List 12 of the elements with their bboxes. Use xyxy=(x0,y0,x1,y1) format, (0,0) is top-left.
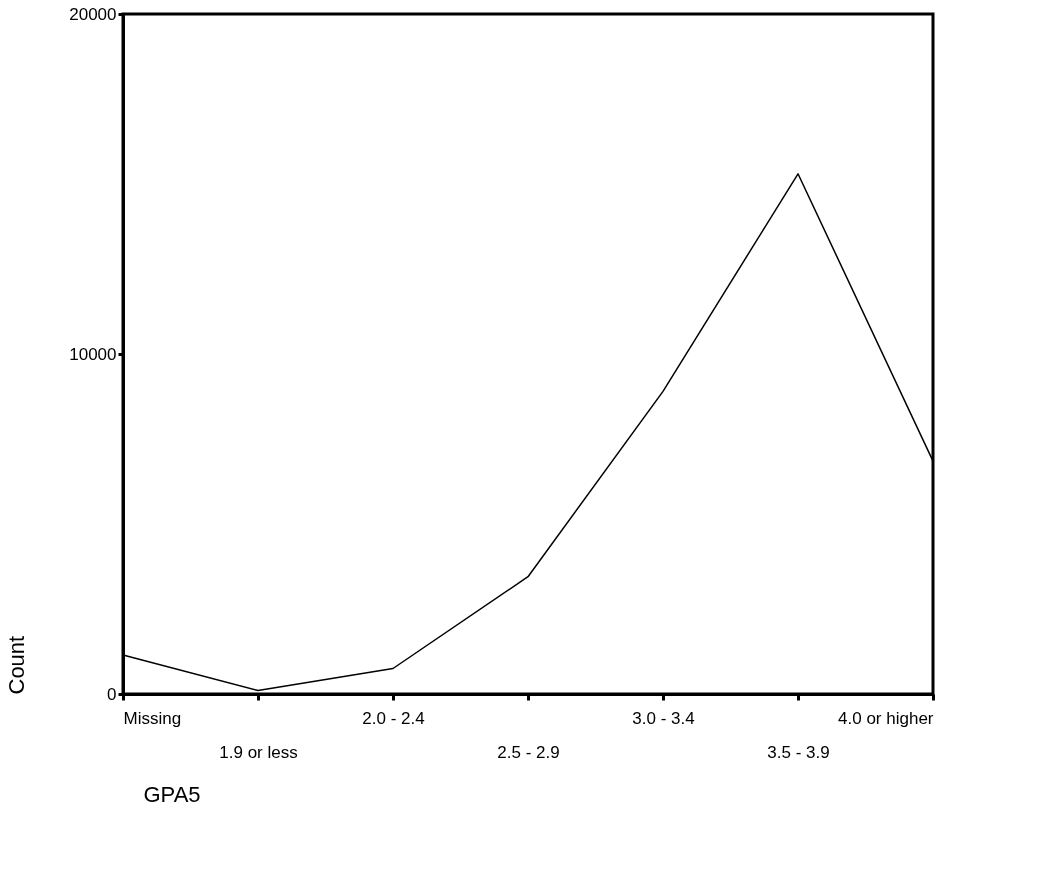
x-tick-label: Missing xyxy=(123,708,182,728)
x-tick-label: 3.0 - 3.4 xyxy=(632,708,695,728)
y-axis-title: Count xyxy=(4,635,30,695)
x-tick-label: 3.5 - 3.9 xyxy=(767,742,830,762)
y-tick-label: 20000 xyxy=(69,4,117,24)
x-tick-label: 1.9 or less xyxy=(219,742,298,762)
x-tick-label: 2.5 - 2.9 xyxy=(497,742,560,762)
x-tick-label: 4.0 or higher xyxy=(838,708,934,728)
x-tick-label: 2.0 - 2.4 xyxy=(362,708,425,728)
x-axis-title: GPA5 xyxy=(143,781,201,807)
y-tick-label: 10000 xyxy=(69,344,117,364)
y-tick-label: 0 xyxy=(107,684,117,704)
